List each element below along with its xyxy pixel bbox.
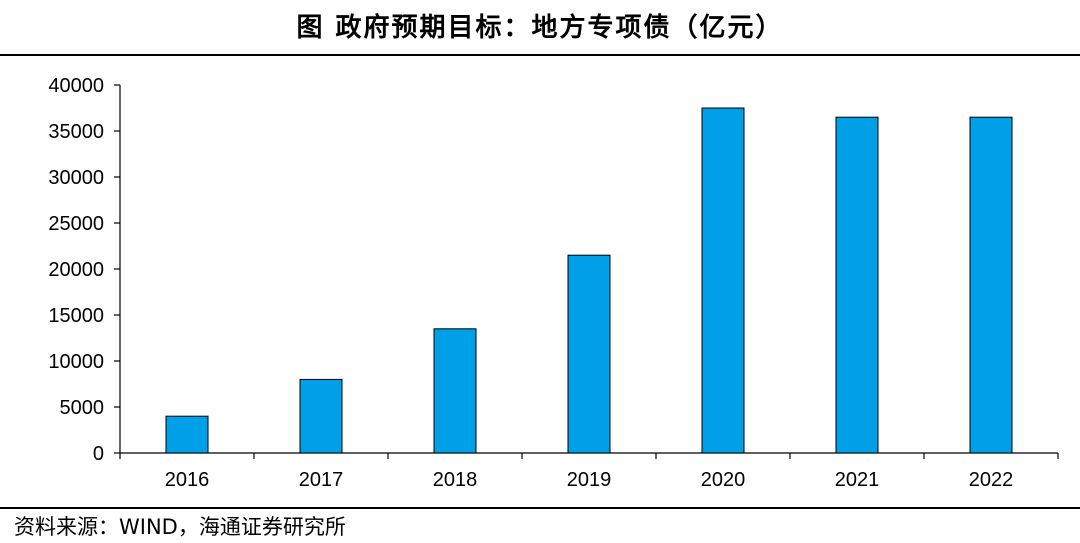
- x-tick-label: 2017: [299, 469, 344, 491]
- y-tick-label: 5000: [60, 397, 105, 419]
- x-axis: 2016 2017 2018 2019 2020 2021 2022: [119, 452, 1059, 491]
- bar-2019: [567, 254, 611, 454]
- y-tick-label: 10000: [48, 351, 104, 373]
- y-tick-label: 25000: [48, 213, 104, 235]
- y-tick-label: 35000: [48, 121, 104, 143]
- y-tick-label: 0: [93, 443, 104, 465]
- y-tick-label: 40000: [48, 75, 104, 97]
- x-tick-label: 2022: [969, 469, 1014, 491]
- chart-title: 图 政府预期目标：地方专项债（亿元）: [296, 13, 784, 43]
- source-note: 资料来源：WIND，海通证券研究所: [14, 515, 346, 539]
- x-tick-label: 2019: [567, 469, 612, 491]
- y-tick-label: 30000: [48, 167, 104, 189]
- title-bar: 图 政府预期目标：地方专项债（亿元）: [0, 0, 1080, 56]
- bars: [165, 107, 1013, 454]
- y-tick-label: 15000: [48, 305, 104, 327]
- bar-2022: [969, 116, 1013, 454]
- chart-area: 0 5000 10000 15000 20000 25000 30000 35000 40000…: [0, 60, 1080, 506]
- x-tick-label: 2016: [165, 469, 210, 491]
- bar-chart: 0 5000 10000 15000 20000 25000 30000 35000 40000…: [48, 75, 1059, 491]
- bar-2021: [835, 116, 879, 454]
- y-axis: 0 5000 10000 15000 20000 25000 30000 35000 40000: [48, 75, 121, 465]
- x-tick-label: 2018: [433, 469, 478, 491]
- x-tick-label: 2020: [701, 469, 746, 491]
- bar-2018: [433, 328, 477, 454]
- y-tick-label: 20000: [48, 259, 104, 281]
- x-tick-label: 2021: [835, 469, 880, 491]
- bar-2016: [165, 415, 209, 454]
- bar-2017: [299, 378, 343, 454]
- footer: 资料来源：WIND，海通证券研究所: [0, 507, 1080, 543]
- bar-2020: [701, 107, 745, 454]
